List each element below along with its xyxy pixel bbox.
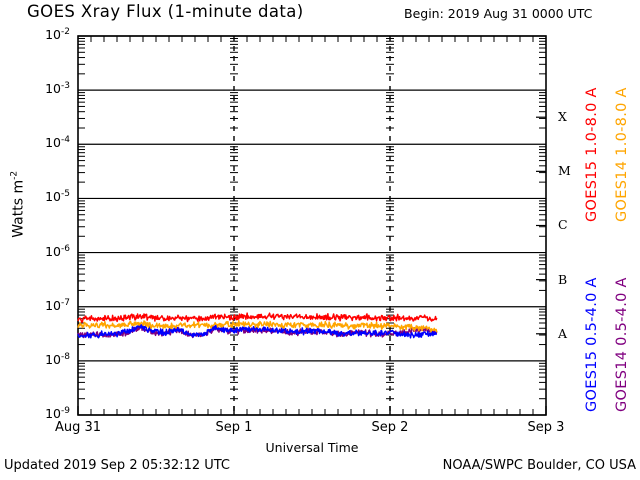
y-axis-tick-label: 10-8	[26, 351, 70, 367]
y-tick-exponent: -6	[61, 243, 70, 254]
y-tick-mantissa: 10	[45, 81, 62, 97]
y-tick-exponent: -9	[61, 406, 70, 416]
x-axis-tick-label: Aug 31	[54, 420, 102, 435]
y-axis-tick-label: 10-9	[26, 406, 70, 422]
y-tick-mantissa: 10	[45, 135, 62, 151]
y-tick-mantissa: 10	[45, 352, 62, 367]
y-tick-exponent: -4	[61, 135, 70, 146]
y-axis-tick-label: 10-5	[26, 189, 70, 205]
x-axis-tick-label: Sep 1	[215, 420, 253, 435]
agency-credit: NOAA/SWPC Boulder, CO USA	[442, 458, 636, 473]
y-tick-exponent: -7	[61, 297, 70, 308]
legend-goes14-long: GOES14 1.0-8.0 A	[614, 87, 630, 222]
y-tick-mantissa: 10	[45, 243, 62, 259]
flare-class-label-x: X	[558, 109, 567, 125]
flare-class-label-b: B	[558, 271, 568, 287]
legend-goes15-long: GOES15 1.0-8.0 A	[584, 87, 600, 222]
y-axis-tick-label: 10-6	[26, 243, 70, 259]
x-axis-tick-label: Sep 3	[527, 420, 565, 435]
y-axis-tick-label: 10-3	[26, 81, 70, 97]
y-axis-tick-label: 10-4	[26, 135, 70, 151]
flare-class-label-c: C	[558, 217, 568, 233]
page-title: GOES Xray Flux (1-minute data)	[27, 2, 304, 21]
flare-class-label-m: M	[558, 163, 571, 179]
y-tick-mantissa: 10	[45, 297, 62, 313]
flare-class-label-a: A	[558, 325, 568, 341]
y-axis-tick-label: 10-2	[26, 27, 70, 43]
y-tick-exponent: -8	[61, 351, 70, 362]
y-tick-mantissa: 10	[45, 189, 62, 205]
y-axis-tick-label: 10-7	[26, 297, 70, 313]
y-tick-exponent: -2	[61, 27, 70, 37]
series-line-goes14-1-0-8-0-a	[77, 319, 438, 333]
legend-goes14-short: GOES14 0.5-4.0 A	[614, 277, 630, 412]
series-line-goes15-1-0-8-0-a	[77, 312, 438, 323]
x-axis-tick-label: Sep 2	[371, 420, 409, 435]
legend-goes15-short: GOES15 0.5-4.0 A	[584, 277, 600, 412]
updated-timestamp: Updated 2019 Sep 2 05:32:12 UTC	[4, 458, 231, 473]
x-axis-title: Universal Time	[265, 440, 359, 455]
y-tick-mantissa: 10	[45, 406, 62, 422]
y-tick-exponent: -5	[61, 189, 70, 200]
y-tick-mantissa: 10	[45, 27, 62, 43]
y-tick-exponent: -3	[61, 81, 70, 92]
begin-time-label: Begin: 2019 Aug 31 0000 UTC	[404, 6, 593, 21]
plot-frame	[77, 35, 547, 416]
